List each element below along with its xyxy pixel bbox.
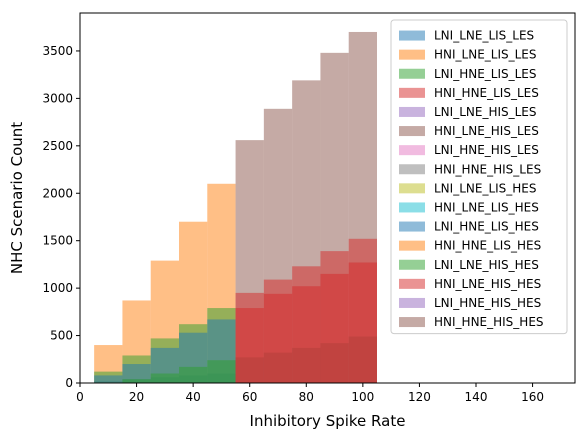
legend-swatch-13 — [399, 278, 425, 289]
x-axis: 0 20 40 60 80 100 120 140 160 — [76, 383, 544, 404]
legend-swatch-5 — [399, 126, 425, 137]
legend-swatch-8 — [399, 183, 425, 194]
y-tick-label-5: 2500 — [42, 139, 73, 153]
bars-layer — [94, 31, 377, 384]
bar-12-1 — [122, 379, 151, 383]
x-tick-label-0: 0 — [76, 390, 84, 404]
legend-label-0: LNI_LNE_LIS_LES — [434, 29, 534, 43]
legend-swatch-14 — [399, 297, 425, 308]
legend-label-15: HNI_HNE_HIS_HES — [434, 315, 544, 329]
legend-label-9: HNI_LNE_LIS_HES — [434, 200, 539, 214]
legend-swatch-3 — [399, 87, 425, 98]
legend-swatch-2 — [399, 68, 425, 79]
bar-16-6 — [263, 293, 293, 383]
y-tick-label-3: 1500 — [42, 234, 73, 248]
legend-label-13: HNI_LNE_HIS_HES — [434, 277, 541, 291]
legend-label-11: HNI_HNE_LIS_HES — [434, 239, 541, 253]
bar-16-9 — [348, 262, 377, 383]
legend-label-5: HNI_LNE_HIS_LES — [434, 124, 539, 138]
bar-12-3 — [179, 366, 208, 383]
x-tick-label-4: 80 — [299, 390, 314, 404]
legend-swatch-12 — [399, 259, 425, 270]
y-tick-label-4: 2000 — [42, 186, 73, 200]
legend: LNI_LNE_LIS_LES HNI_LNE_LIS_LES LNI_HNE_LI… — [390, 19, 568, 335]
legend-swatch-9 — [399, 202, 425, 213]
y-axis: 0 500 1000 1500 2000 2500 3000 3500 — [42, 44, 80, 390]
y-tick-label-6: 3000 — [42, 91, 73, 105]
bar-10-1 — [122, 364, 151, 383]
legend-label-12: LNI_LNE_HIS_HES — [434, 258, 539, 272]
x-axis-label: Inhibitory Spike Rate — [250, 412, 406, 430]
legend-swatch-4 — [399, 106, 425, 117]
plot-frame — [79, 12, 576, 384]
bar-12-2 — [150, 373, 179, 383]
x-tick-label-3: 60 — [242, 390, 257, 404]
x-tick-label-8: 160 — [521, 390, 544, 404]
legend-label-7: HNI_HNE_HIS_LES — [434, 162, 541, 176]
legend-label-14: LNI_HNE_HIS_HES — [434, 296, 541, 310]
bar-10-0 — [94, 375, 123, 383]
legend-swatch-11 — [399, 240, 425, 251]
bar-16-8 — [320, 273, 349, 383]
legend-label-3: HNI_HNE_LIS_LES — [434, 86, 539, 100]
legend-swatch-7 — [399, 164, 425, 175]
x-tick-label-6: 120 — [408, 390, 431, 404]
legend-box — [390, 19, 568, 335]
y-tick-label-1: 500 — [50, 329, 73, 343]
legend-label-10: LNI_HNE_LIS_HES — [434, 220, 539, 234]
legend-label-6: LNI_HNE_HIS_LES — [434, 143, 539, 157]
legend-swatch-10 — [399, 221, 425, 232]
legend-label-4: LNI_LNE_HIS_LES — [434, 105, 537, 119]
legend-label-2: LNI_HNE_LIS_LES — [434, 67, 537, 81]
x-tick-label-2: 40 — [186, 390, 201, 404]
x-tick-label-1: 20 — [129, 390, 144, 404]
x-tick-label-7: 140 — [465, 390, 488, 404]
legend-label-8: LNI_LNE_LIS_HES — [434, 181, 537, 195]
y-tick-label-0: 0 — [65, 376, 73, 390]
legend-swatch-1 — [399, 49, 425, 60]
x-tick-label-5: 100 — [351, 390, 374, 404]
legend-label-1: HNI_LNE_LIS_LES — [434, 48, 537, 62]
y-tick-label-7: 3500 — [42, 44, 73, 58]
legend-swatch-15 — [399, 317, 425, 328]
legend-swatch-6 — [399, 145, 425, 156]
bar-16-7 — [292, 286, 321, 383]
legend-swatch-0 — [399, 30, 425, 41]
y-tick-label-2: 1000 — [42, 281, 73, 295]
bar-12-4 — [207, 360, 236, 383]
bar-16-5 — [235, 308, 264, 383]
y-axis-label: NHC Scenario Count — [8, 122, 26, 274]
